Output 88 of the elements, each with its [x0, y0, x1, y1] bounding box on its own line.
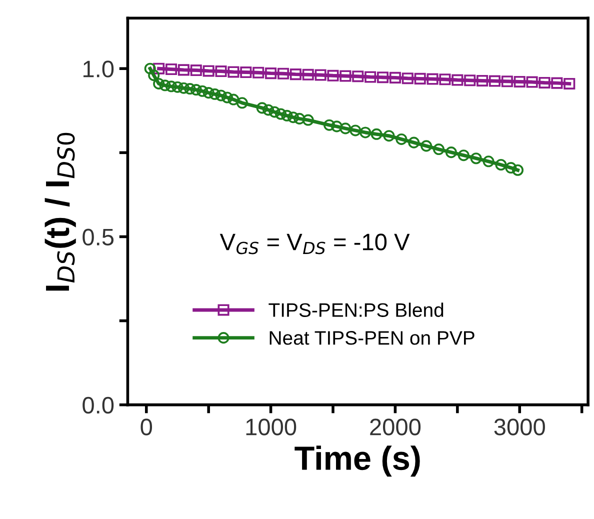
point [360, 126, 372, 138]
point [364, 71, 376, 83]
x-tick-label: 3000 [494, 418, 545, 436]
point [144, 62, 156, 74]
point [148, 70, 160, 82]
point [314, 69, 326, 81]
legend-label: Neat TIPS-PEN on PVP [270, 331, 474, 345]
point [327, 70, 339, 82]
point [426, 73, 438, 85]
point [153, 78, 165, 90]
point [215, 90, 227, 102]
point [476, 74, 488, 86]
point [190, 64, 202, 76]
point [377, 72, 389, 84]
point [240, 66, 252, 78]
point [287, 112, 299, 124]
point [439, 74, 451, 86]
point [340, 70, 352, 82]
point [190, 84, 202, 96]
point [202, 65, 214, 77]
point [302, 114, 314, 126]
point [184, 83, 196, 95]
point [389, 72, 401, 84]
point [302, 68, 314, 80]
point [252, 66, 264, 78]
point [281, 110, 293, 122]
point [370, 128, 382, 140]
point [178, 64, 190, 76]
point [526, 76, 538, 88]
point [488, 75, 501, 87]
point [324, 119, 336, 131]
point [383, 130, 395, 142]
point [294, 112, 306, 124]
x-axis-title: Time (s) [294, 446, 420, 477]
point [236, 97, 248, 109]
point [277, 68, 289, 80]
point [452, 74, 464, 86]
point [420, 140, 432, 152]
point [228, 94, 240, 106]
point [274, 108, 287, 120]
point [265, 68, 277, 80]
point [153, 62, 165, 74]
point [159, 80, 171, 92]
x-tick-label: 2000 [370, 418, 421, 436]
point [330, 120, 342, 132]
y-tick-label: 0.0 [82, 396, 114, 414]
point [551, 77, 563, 89]
point [262, 104, 274, 116]
point [221, 92, 234, 104]
point [458, 150, 470, 162]
point [268, 106, 280, 118]
legend-label: TIPS-PEN:PS Blend [268, 302, 444, 317]
point [482, 156, 494, 168]
x-tick-label: 0 [140, 418, 152, 436]
annotation: V$_{GS}$ = V$_{DS}$ = -10 V [220, 234, 410, 254]
point [256, 102, 268, 114]
point [215, 66, 227, 78]
point [228, 66, 240, 78]
point [514, 76, 526, 88]
point [432, 144, 445, 156]
point [352, 70, 364, 82]
point [396, 133, 408, 145]
point [402, 72, 414, 84]
point [408, 136, 420, 148]
point [414, 72, 426, 84]
point [178, 82, 190, 94]
y-tick-label: 1.0 [83, 60, 114, 78]
point [350, 124, 362, 136]
point [209, 88, 221, 100]
point [165, 80, 178, 92]
point [564, 78, 576, 90]
y-axis-title: I$_{DS}$(t) / I$_{DS0}$ [44, 132, 76, 291]
point [512, 164, 524, 176]
point [538, 76, 550, 88]
point [505, 162, 517, 174]
point [290, 68, 302, 80]
point [340, 122, 352, 134]
point [445, 146, 457, 158]
point [464, 74, 476, 86]
x-tick-label: 1000 [246, 418, 296, 436]
point [172, 81, 184, 93]
point [501, 76, 513, 88]
point [495, 158, 507, 171]
point [165, 64, 178, 76]
point [196, 85, 208, 97]
point [202, 87, 214, 99]
y-tick-label: 0.5 [82, 228, 114, 246]
point [470, 152, 482, 164]
